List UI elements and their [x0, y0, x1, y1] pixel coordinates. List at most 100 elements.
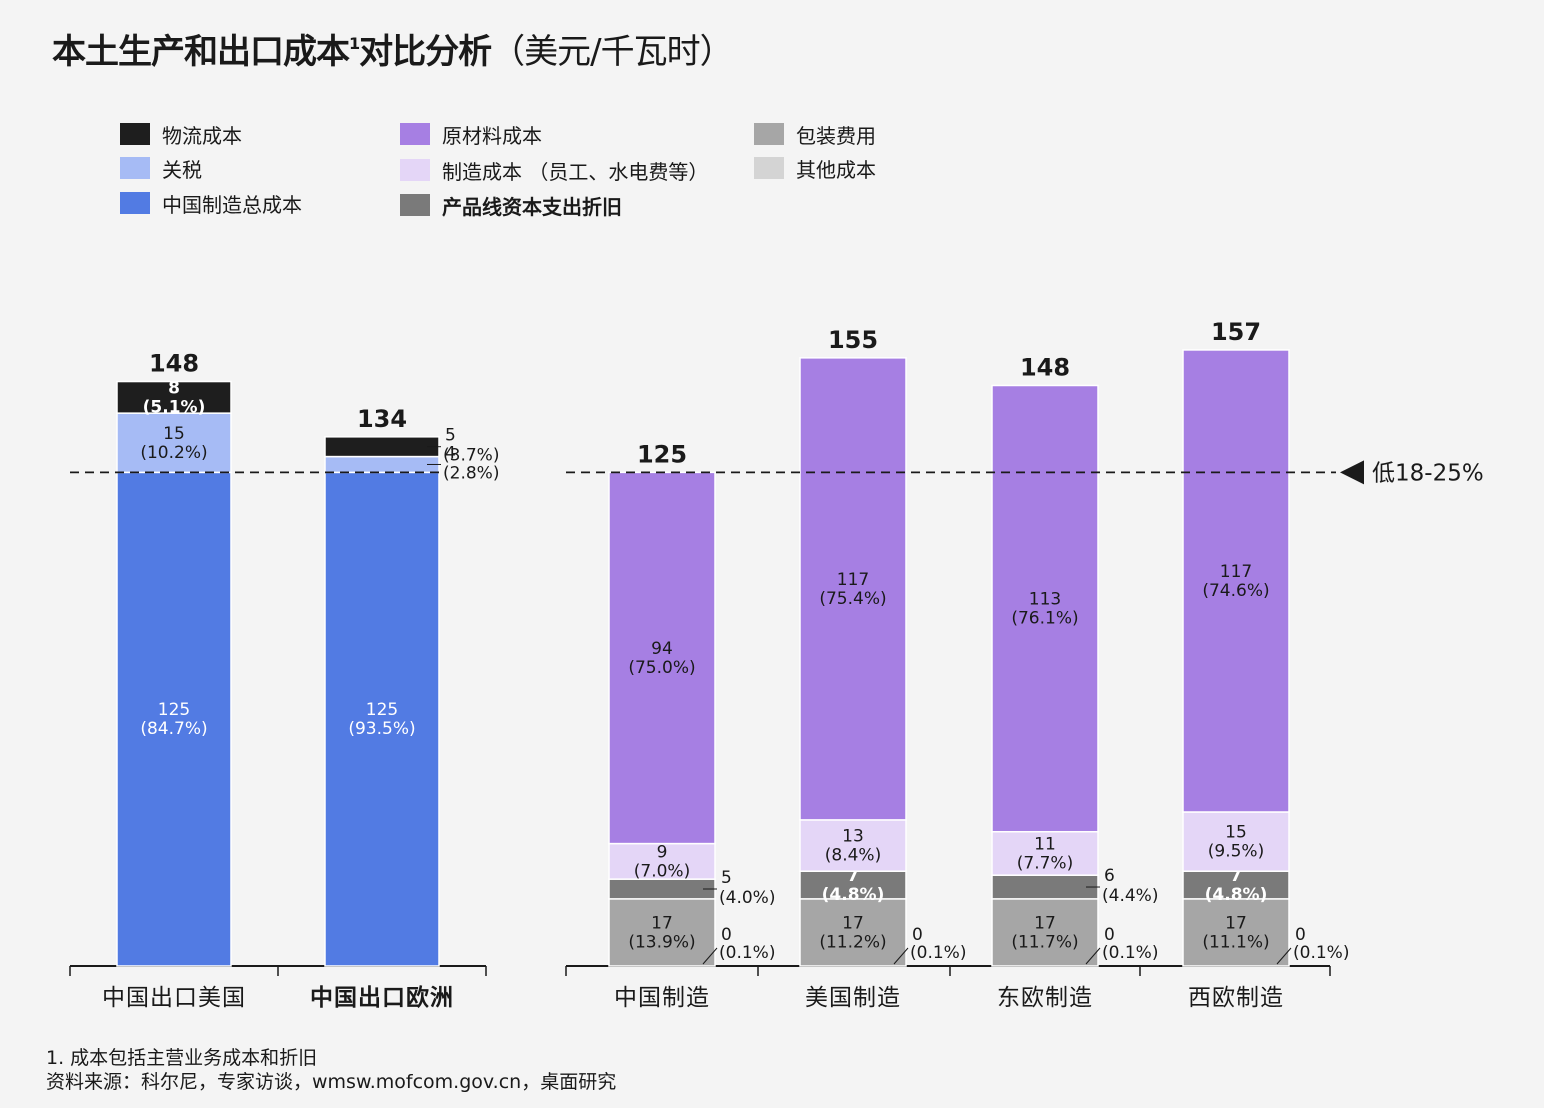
data-label-value: 113: [1029, 590, 1061, 610]
legend-swatch-logistics: [120, 123, 150, 145]
legend-label-tariff: 关税: [162, 157, 202, 182]
data-label-percent: (11.1%): [1202, 932, 1269, 952]
leader-line: [702, 947, 718, 965]
bar-total-label: 148: [149, 350, 199, 378]
data-label-percent: (3.7%): [443, 446, 499, 466]
data-label-value: 117: [1220, 562, 1252, 582]
legend-swatch-mfg: [400, 159, 430, 181]
leader-line: [1085, 947, 1101, 965]
title-superscript: 1: [349, 34, 360, 53]
data-label-percent: (11.7%): [1011, 932, 1078, 952]
data-label-value: 0: [721, 925, 732, 945]
bar-total-label: 155: [828, 326, 878, 354]
data-label-percent: (11.2%): [819, 932, 886, 952]
legend-label-china-total: 中国制造总成本: [162, 192, 302, 217]
category-label: 东欧制造: [997, 985, 1093, 1011]
data-label-percent: (4.4%): [1102, 886, 1158, 906]
footnote-source: 资料来源：科尔尼，专家访谈，wmsw.mofcom.gov.cn，桌面研究: [46, 1071, 617, 1093]
legend-item-mfg: 制造成本 （员工、水电费等）: [400, 158, 709, 184]
data-label-percent: (4.8%): [822, 885, 885, 905]
leader-line: [893, 947, 909, 965]
data-label-value: 0: [1295, 925, 1306, 945]
data-label-percent: (0.1%): [719, 943, 775, 963]
data-label-percent: (2.8%): [443, 463, 499, 483]
category-label: 西欧制造: [1188, 985, 1284, 1011]
legend-item-raw: 原材料成本: [400, 122, 542, 148]
legend-item-logistics: 物流成本: [120, 122, 242, 148]
data-label-percent: (0.1%): [910, 943, 966, 963]
data-label-percent: (5.1%): [143, 397, 206, 417]
bar-segment: [991, 384, 1099, 833]
data-label-percent: (76.1%): [1011, 609, 1078, 629]
data-label-value: 11: [1034, 834, 1056, 854]
data-label-value: 6: [1104, 866, 1115, 886]
data-label-value: 5: [721, 868, 732, 888]
legend-item-china-total: 中国制造总成本: [120, 191, 302, 217]
data-label-percent: (10.2%): [140, 443, 207, 463]
legend-swatch-other: [754, 157, 784, 179]
reference-arrow-icon: [1340, 460, 1364, 485]
bar-segment: [1182, 349, 1290, 813]
legend-swatch-capex: [400, 194, 430, 216]
data-label-value: 125: [158, 700, 190, 720]
bar-segment: [116, 471, 232, 967]
category-label: 中国出口欧洲: [310, 985, 454, 1011]
data-label-value: 17: [1034, 913, 1056, 933]
legend-swatch-raw: [400, 123, 430, 145]
legend-label-mfg: 制造成本 （员工、水电费等）: [442, 159, 709, 184]
bar-segment: [116, 380, 232, 414]
bar-segment: [1182, 898, 1290, 967]
data-label-percent: (7.0%): [634, 861, 690, 881]
legend-swatch-china-total: [120, 192, 150, 214]
data-label-percent: (9.5%): [1208, 842, 1264, 862]
data-label-percent: (93.5%): [348, 719, 415, 739]
data-label-value: 13: [842, 827, 864, 847]
bar-segment: [799, 898, 907, 967]
legend-item-capex: 产品线资本支出折旧: [400, 193, 622, 219]
category-label: 中国出口美国: [102, 985, 246, 1011]
bar-segment: [324, 455, 440, 474]
legend-item-other: 其他成本: [754, 156, 876, 182]
bar-segment: [608, 842, 716, 880]
bar-total-label: 134: [357, 405, 407, 433]
legend-item-packaging: 包装费用: [754, 122, 876, 148]
data-label-value: 17: [651, 913, 673, 933]
bar-segment: [1182, 870, 1290, 900]
data-label-percent: (0.1%): [1293, 943, 1349, 963]
data-label-value: 0: [912, 925, 923, 945]
bar-segment: [991, 874, 1099, 900]
data-label-percent: (4.0%): [719, 888, 775, 908]
bar-segment: [324, 436, 440, 458]
legend-label-capex: 产品线资本支出折旧: [442, 194, 622, 219]
legend-label-raw: 原材料成本: [442, 123, 542, 148]
bar-total-label: 157: [1211, 318, 1261, 346]
bar-segment: [116, 412, 232, 474]
data-label-percent: (75.0%): [628, 658, 695, 678]
footnote-definition: 1. 成本包括主营业务成本和折旧: [46, 1047, 318, 1069]
legend-item-tariff: 关税: [120, 156, 202, 182]
leader-line: [1276, 947, 1292, 965]
data-label-value: 7: [847, 866, 859, 886]
data-label-percent: (0.1%): [1102, 943, 1158, 963]
bar-total-label: 125: [637, 440, 687, 468]
data-label-value: 4: [445, 443, 456, 463]
bar-segment: [799, 357, 907, 821]
bar-total-label: 148: [1020, 353, 1070, 381]
chart-title: 本土生产和出口成本1对比分析（美元/千瓦时）: [52, 24, 734, 73]
title-main: 本土生产和出口成本: [52, 32, 350, 72]
data-label-value: 7: [1230, 866, 1242, 886]
data-label-value: 15: [163, 424, 185, 444]
legend-swatch-packaging: [754, 123, 784, 145]
legend-swatch-tariff: [120, 157, 150, 179]
data-label-value: 8: [168, 378, 180, 398]
bar-segment: [991, 898, 1099, 967]
bar-segment: [324, 471, 440, 967]
data-label-value: 117: [837, 570, 869, 590]
bar-segment: [608, 898, 716, 967]
data-label-percent: (84.7%): [140, 719, 207, 739]
footnotes: 1. 成本包括主营业务成本和折旧 资料来源：科尔尼，专家访谈，wmsw.mofc…: [46, 1046, 616, 1094]
data-label-value: 5: [445, 426, 456, 446]
data-label-percent: (75.4%): [819, 589, 886, 609]
title-unit: （美元/千瓦时）: [491, 32, 733, 72]
